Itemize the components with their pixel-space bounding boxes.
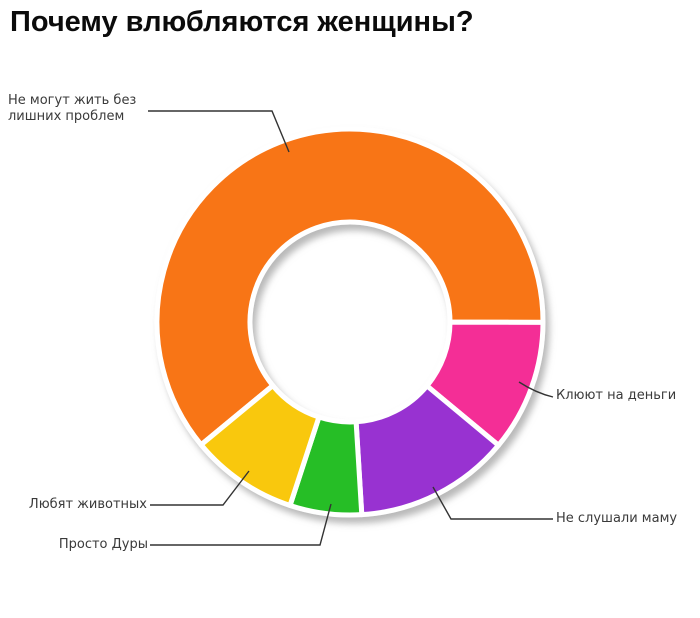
pie-segment-problems[interactable] (154, 126, 546, 448)
segment-label-animals: Любят животных (28, 497, 147, 512)
leader-lines (148, 110, 554, 546)
donut-chart (154, 126, 546, 518)
leader-line-problems (148, 110, 290, 153)
segment-label-money: Клюют на деньги (556, 388, 677, 403)
leader-line-mama (432, 486, 553, 520)
leader-line-fools (150, 503, 332, 546)
leader-line-animals (150, 470, 250, 506)
leader-line-money (518, 381, 554, 398)
segment-label-fools: Просто Дуры (58, 537, 148, 552)
pie-segment-animals[interactable] (198, 383, 322, 508)
chart-title: Почему влюбляются женщины? (10, 6, 474, 38)
segment-label-mama: Не слушали маму (556, 511, 678, 526)
segment-label-problems: Не могут жить без лишних проблем (8, 93, 137, 124)
